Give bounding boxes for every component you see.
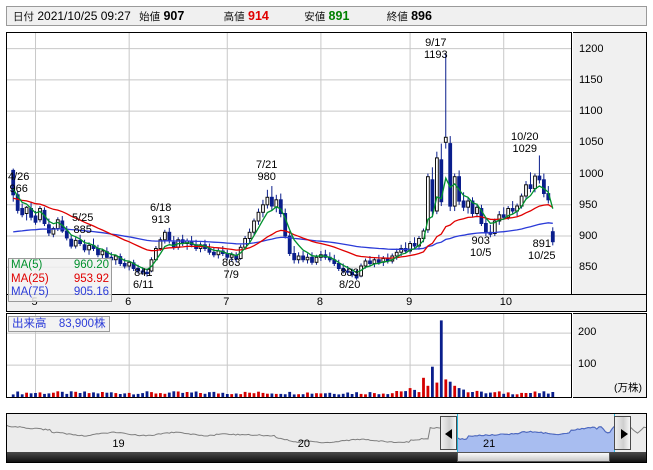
ma-row-25: MA(25) 953.92	[11, 273, 109, 287]
annotation-price: 913	[151, 213, 170, 226]
close-label: 終値	[386, 11, 408, 23]
annotation-date: 10/25	[528, 249, 556, 262]
quote-header-bar: 日付 2021/10/25 09:27 始値 907 高値 914 安値 891…	[6, 6, 647, 26]
annotation-high-6-18: 6/18 913	[150, 202, 172, 226]
low-field: 安値 891	[304, 7, 349, 26]
ma5-label: MA(5)	[11, 259, 43, 271]
volume-tick-100: 100	[578, 358, 597, 371]
price-tick-1100: 1100	[579, 105, 603, 118]
annotation-high-4-26: 4/26 966	[8, 171, 30, 195]
annotation-price: 1029	[512, 142, 537, 155]
date-label: 日付	[13, 11, 34, 23]
month-x-axis: 5 6 7 8 9 10	[6, 294, 647, 312]
month-tick-9: 9	[406, 296, 413, 308]
volume-legend: 出来高 83,900株	[8, 316, 110, 332]
open-value: 907	[163, 9, 185, 23]
annotation-high-9-17: 9/17 1193	[424, 37, 448, 61]
navigator-year-19: 19	[112, 438, 125, 450]
annotation-date: 4/26	[8, 171, 30, 183]
annotation-price: 863	[222, 257, 241, 269]
volume-chart-svg	[7, 314, 571, 397]
navigator-scrollbar[interactable]	[7, 452, 646, 462]
high-field: 高値 914	[224, 7, 269, 26]
annotation-price: 903	[471, 235, 490, 247]
annotation-high-10-20: 10/20 1029	[511, 131, 539, 155]
volume-tick-200: 200	[578, 326, 597, 339]
volume-legend-label: 出来高	[12, 318, 47, 330]
open-field: 始値 907	[139, 7, 184, 26]
close-value: 896	[411, 9, 432, 23]
annotation-date: 8/20	[339, 278, 361, 291]
range-navigator[interactable]: 19 20 21	[6, 413, 647, 463]
volume-unit-label: (万株)	[614, 382, 642, 394]
annotation-date: 6/11	[133, 278, 154, 291]
date-value: 2021/10/25 09:27	[37, 9, 131, 23]
month-tick-10: 10	[499, 296, 512, 308]
volume-y-axis: (万株) 200 100	[573, 313, 647, 398]
month-tick-6: 6	[125, 296, 132, 308]
close-field: 終値 896	[387, 7, 432, 26]
navigator-sparkline	[7, 424, 646, 454]
price-tick-900: 900	[579, 230, 598, 243]
annotation-price: 841	[134, 267, 153, 279]
annotation-low-6-11: 841 6/11	[133, 267, 154, 291]
volume-legend-value: 83,900株	[58, 318, 106, 330]
price-tick-1000: 1000	[579, 167, 604, 180]
navigator-year-20: 20	[297, 438, 310, 450]
navigator-edge-tick-left	[457, 414, 459, 452]
annotation-price: 885	[73, 223, 92, 236]
price-tick-850: 850	[579, 261, 598, 274]
low-label: 安値	[304, 11, 326, 23]
high-label: 高値	[223, 11, 245, 23]
annotation-price: 833	[340, 267, 359, 279]
month-tick-7: 7	[223, 296, 230, 308]
ma25-value: 953.92	[73, 272, 109, 285]
annotation-price: 966	[9, 182, 28, 195]
annotation-date: 7/21	[256, 159, 278, 171]
price-tick-950: 950	[579, 198, 598, 211]
annotation-date: 10/20	[511, 131, 539, 143]
annotation-low-7-9: 863 7/9	[222, 257, 241, 281]
open-label: 始値	[139, 11, 161, 23]
navigator-year-21: 21	[483, 438, 496, 450]
annotation-date: 5/25	[72, 212, 94, 224]
low-value: 891	[328, 9, 350, 23]
navigator-right-handle[interactable]	[614, 416, 632, 450]
annotation-price: 980	[257, 170, 276, 183]
ma5-value: 960.20	[73, 259, 109, 271]
ma25-label: MA(25)	[11, 272, 49, 285]
ma-row-75: MA(75) 905.16	[11, 286, 109, 300]
price-tick-1050: 1050	[579, 136, 604, 149]
ma75-label: MA(75)	[11, 286, 49, 298]
annotation-high-7-21: 7/21 980	[256, 159, 278, 183]
annotation-price: 1193	[424, 48, 448, 61]
price-y-axis: 12001150110010501000950900850800	[573, 32, 647, 312]
price-tick-1200: 1200	[579, 42, 604, 55]
date-field: 日付 2021/10/25 09:27	[13, 7, 131, 26]
annotation-last-10-25: 891 10/25	[528, 238, 556, 262]
month-tick-8: 8	[316, 296, 324, 308]
annotation-date: 9/17	[425, 37, 447, 49]
high-value: 914	[248, 9, 269, 23]
price-tick-1150: 1150	[579, 73, 603, 86]
annotation-date: 7/9	[223, 268, 239, 281]
annotation-date: 10/5	[470, 246, 492, 259]
moving-average-legend: MA(5) 960.20 MA(25) 953.92 MA(75) 905.16	[8, 258, 112, 302]
navigator-left-handle[interactable]	[440, 416, 458, 450]
ma-row-5: MA(5) 960.20	[11, 259, 109, 273]
navigator-scrollbar-thumb[interactable]	[457, 452, 611, 462]
annotation-date: 6/18	[150, 202, 172, 214]
annotation-price: 891	[532, 238, 551, 250]
ma75-value: 905.16	[73, 286, 109, 298]
annotation-low-5-25: 5/25 885	[72, 212, 94, 236]
annotation-low-10-5: 903 10/5	[470, 235, 492, 259]
annotation-low-8-20: 833 8/20	[339, 267, 361, 291]
month-tick-5: 5	[31, 296, 38, 308]
